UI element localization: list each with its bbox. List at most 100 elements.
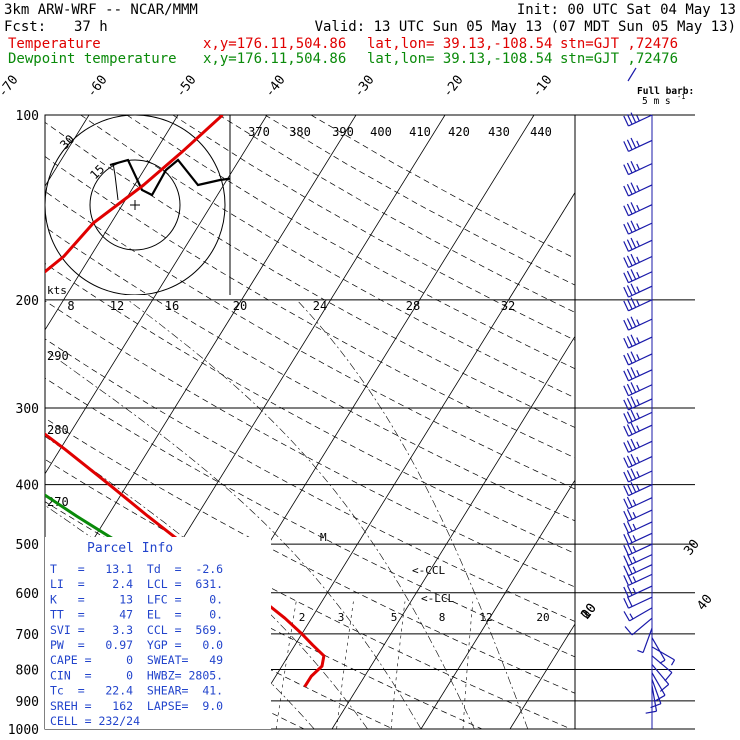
wind-barb-half-flag (636, 384, 640, 391)
pressure-tick-label: 300 (16, 402, 39, 417)
pressure-tick-label: 400 (16, 479, 39, 494)
temperature-point (323, 655, 325, 657)
hodograph-speed-label: 8 (67, 299, 74, 313)
wind-barb-shaft (628, 222, 653, 235)
wind-barb-half-flag (636, 256, 640, 263)
wind-barb-flag (623, 286, 629, 298)
hodograph-ring (45, 115, 226, 295)
wind-barb (623, 367, 653, 382)
dry-adiabat-line (45, 458, 572, 729)
wind-barb-flag (623, 319, 629, 331)
wind-barb-flag (630, 269, 637, 280)
wind-barb-flag (623, 544, 629, 556)
wind-barb-flag (623, 510, 629, 522)
isotherm-line (331, 335, 575, 729)
wind-barb-half-flag (632, 546, 637, 553)
wind-barb-shaft (651, 679, 662, 704)
wind-barb-flag (626, 509, 633, 520)
plot-frame (44, 114, 576, 730)
wind-barb-shaft (628, 353, 653, 366)
legend-dewpoint-xy: x,y=176.11,504.86 (203, 51, 347, 67)
wind-barb-flag (623, 399, 629, 411)
wind-barb (623, 334, 653, 349)
pressure-tick-label: 100 (16, 109, 39, 124)
pressure-tick-label: 200 (16, 294, 39, 309)
wind-barb-flag (626, 553, 633, 565)
wind-barb-shaft (651, 664, 670, 685)
wind-barb-shaft (628, 564, 653, 577)
wind-barb-half-flag (637, 649, 644, 654)
wind-barb (651, 646, 676, 666)
wind-barb-shaft (628, 139, 653, 152)
wind-barb-shaft (628, 497, 653, 510)
legend-temperature-latlon: lat,lon= 39.13,-108.54 (367, 36, 553, 52)
wind-barb-flag (630, 351, 637, 362)
dry-adiabat-line (310, 115, 575, 259)
wind-barb-flag (630, 316, 637, 327)
wind-barb-flag (626, 139, 633, 150)
wind-barb-flag (623, 257, 629, 268)
theta-label-left: 290 (47, 349, 69, 363)
isotherm-label: -50 (173, 73, 199, 101)
wind-barb-shaft (628, 554, 653, 567)
wind-barb-flag (623, 385, 629, 396)
isotherm-line (599, 115, 740, 729)
wind-barb (623, 438, 653, 453)
isotherm-label: -20 (440, 73, 466, 101)
wind-barb-flag (626, 521, 633, 532)
wind-barb-flag (626, 411, 633, 422)
parcel-info-row: TT = 47 EL = 0. (50, 608, 223, 622)
wind-barb (623, 202, 653, 217)
wind-barb-flag (626, 496, 633, 508)
wind-barb-flag (623, 425, 629, 437)
parcel-info-row: T = 13.1 Td = -2.6 (50, 562, 223, 576)
wind-barb-flag (655, 694, 666, 702)
wind-barb-flag (626, 596, 633, 607)
wind-barb (623, 468, 653, 483)
wind-barb-half-flag (636, 319, 640, 326)
isotherm-line (45, 115, 357, 619)
temperature-point (221, 115, 224, 116)
wind-barb (623, 220, 653, 235)
moist-adiabat-line (296, 299, 529, 729)
wind-barb-flag (626, 162, 633, 174)
wind-barb-flag (623, 370, 629, 382)
pressure-tick-label: 500 (16, 538, 39, 553)
wind-barb-shaft (628, 163, 653, 176)
isotherm-line (688, 115, 740, 729)
wind-barb (623, 453, 653, 469)
wind-barb (623, 396, 653, 411)
wind-barb-flag (630, 382, 637, 393)
isotherm-label: -60 (84, 73, 110, 101)
wind-barb-flag (630, 161, 637, 172)
wind-barb (623, 112, 653, 127)
wind-barb (645, 685, 658, 714)
wind-barb-flag (626, 255, 633, 267)
mixing-ratio-label: 20 (536, 611, 549, 624)
wind-barb-half-flag (636, 441, 640, 448)
isotherm-label: -40 (262, 73, 288, 101)
temperature-profile-line (45, 115, 326, 688)
wind-barb-half-flag (636, 425, 640, 432)
wind-barb-flag (626, 114, 633, 125)
wind-barb-half-flag (636, 223, 640, 230)
wind-barb-shaft (651, 672, 666, 696)
theta-label: 400 (370, 125, 392, 139)
mixing-ratio-line (336, 601, 354, 729)
wind-barb (623, 316, 653, 331)
theta-label: 370 (248, 125, 270, 139)
legend-dewpoint-name: Dewpoint temperature (8, 51, 177, 67)
temperature-point (301, 633, 303, 635)
wind-barb-flag (626, 368, 633, 380)
hodograph-ring (89, 159, 181, 251)
wind-barb-flag (626, 222, 633, 233)
wind-barb-shaft (628, 299, 653, 312)
wind-barb (623, 182, 653, 197)
wind-barb-half-flag (636, 240, 640, 247)
wind-barb (623, 283, 653, 298)
isotherm-label: 20 (578, 601, 599, 623)
wind-barb-flag (626, 573, 633, 584)
valid-time: Valid: 13 UTC Sun 05 May 13 (07 MDT Sun … (314, 19, 736, 35)
wind-barb-flag (623, 611, 631, 622)
wind-barb-flag (623, 457, 629, 468)
